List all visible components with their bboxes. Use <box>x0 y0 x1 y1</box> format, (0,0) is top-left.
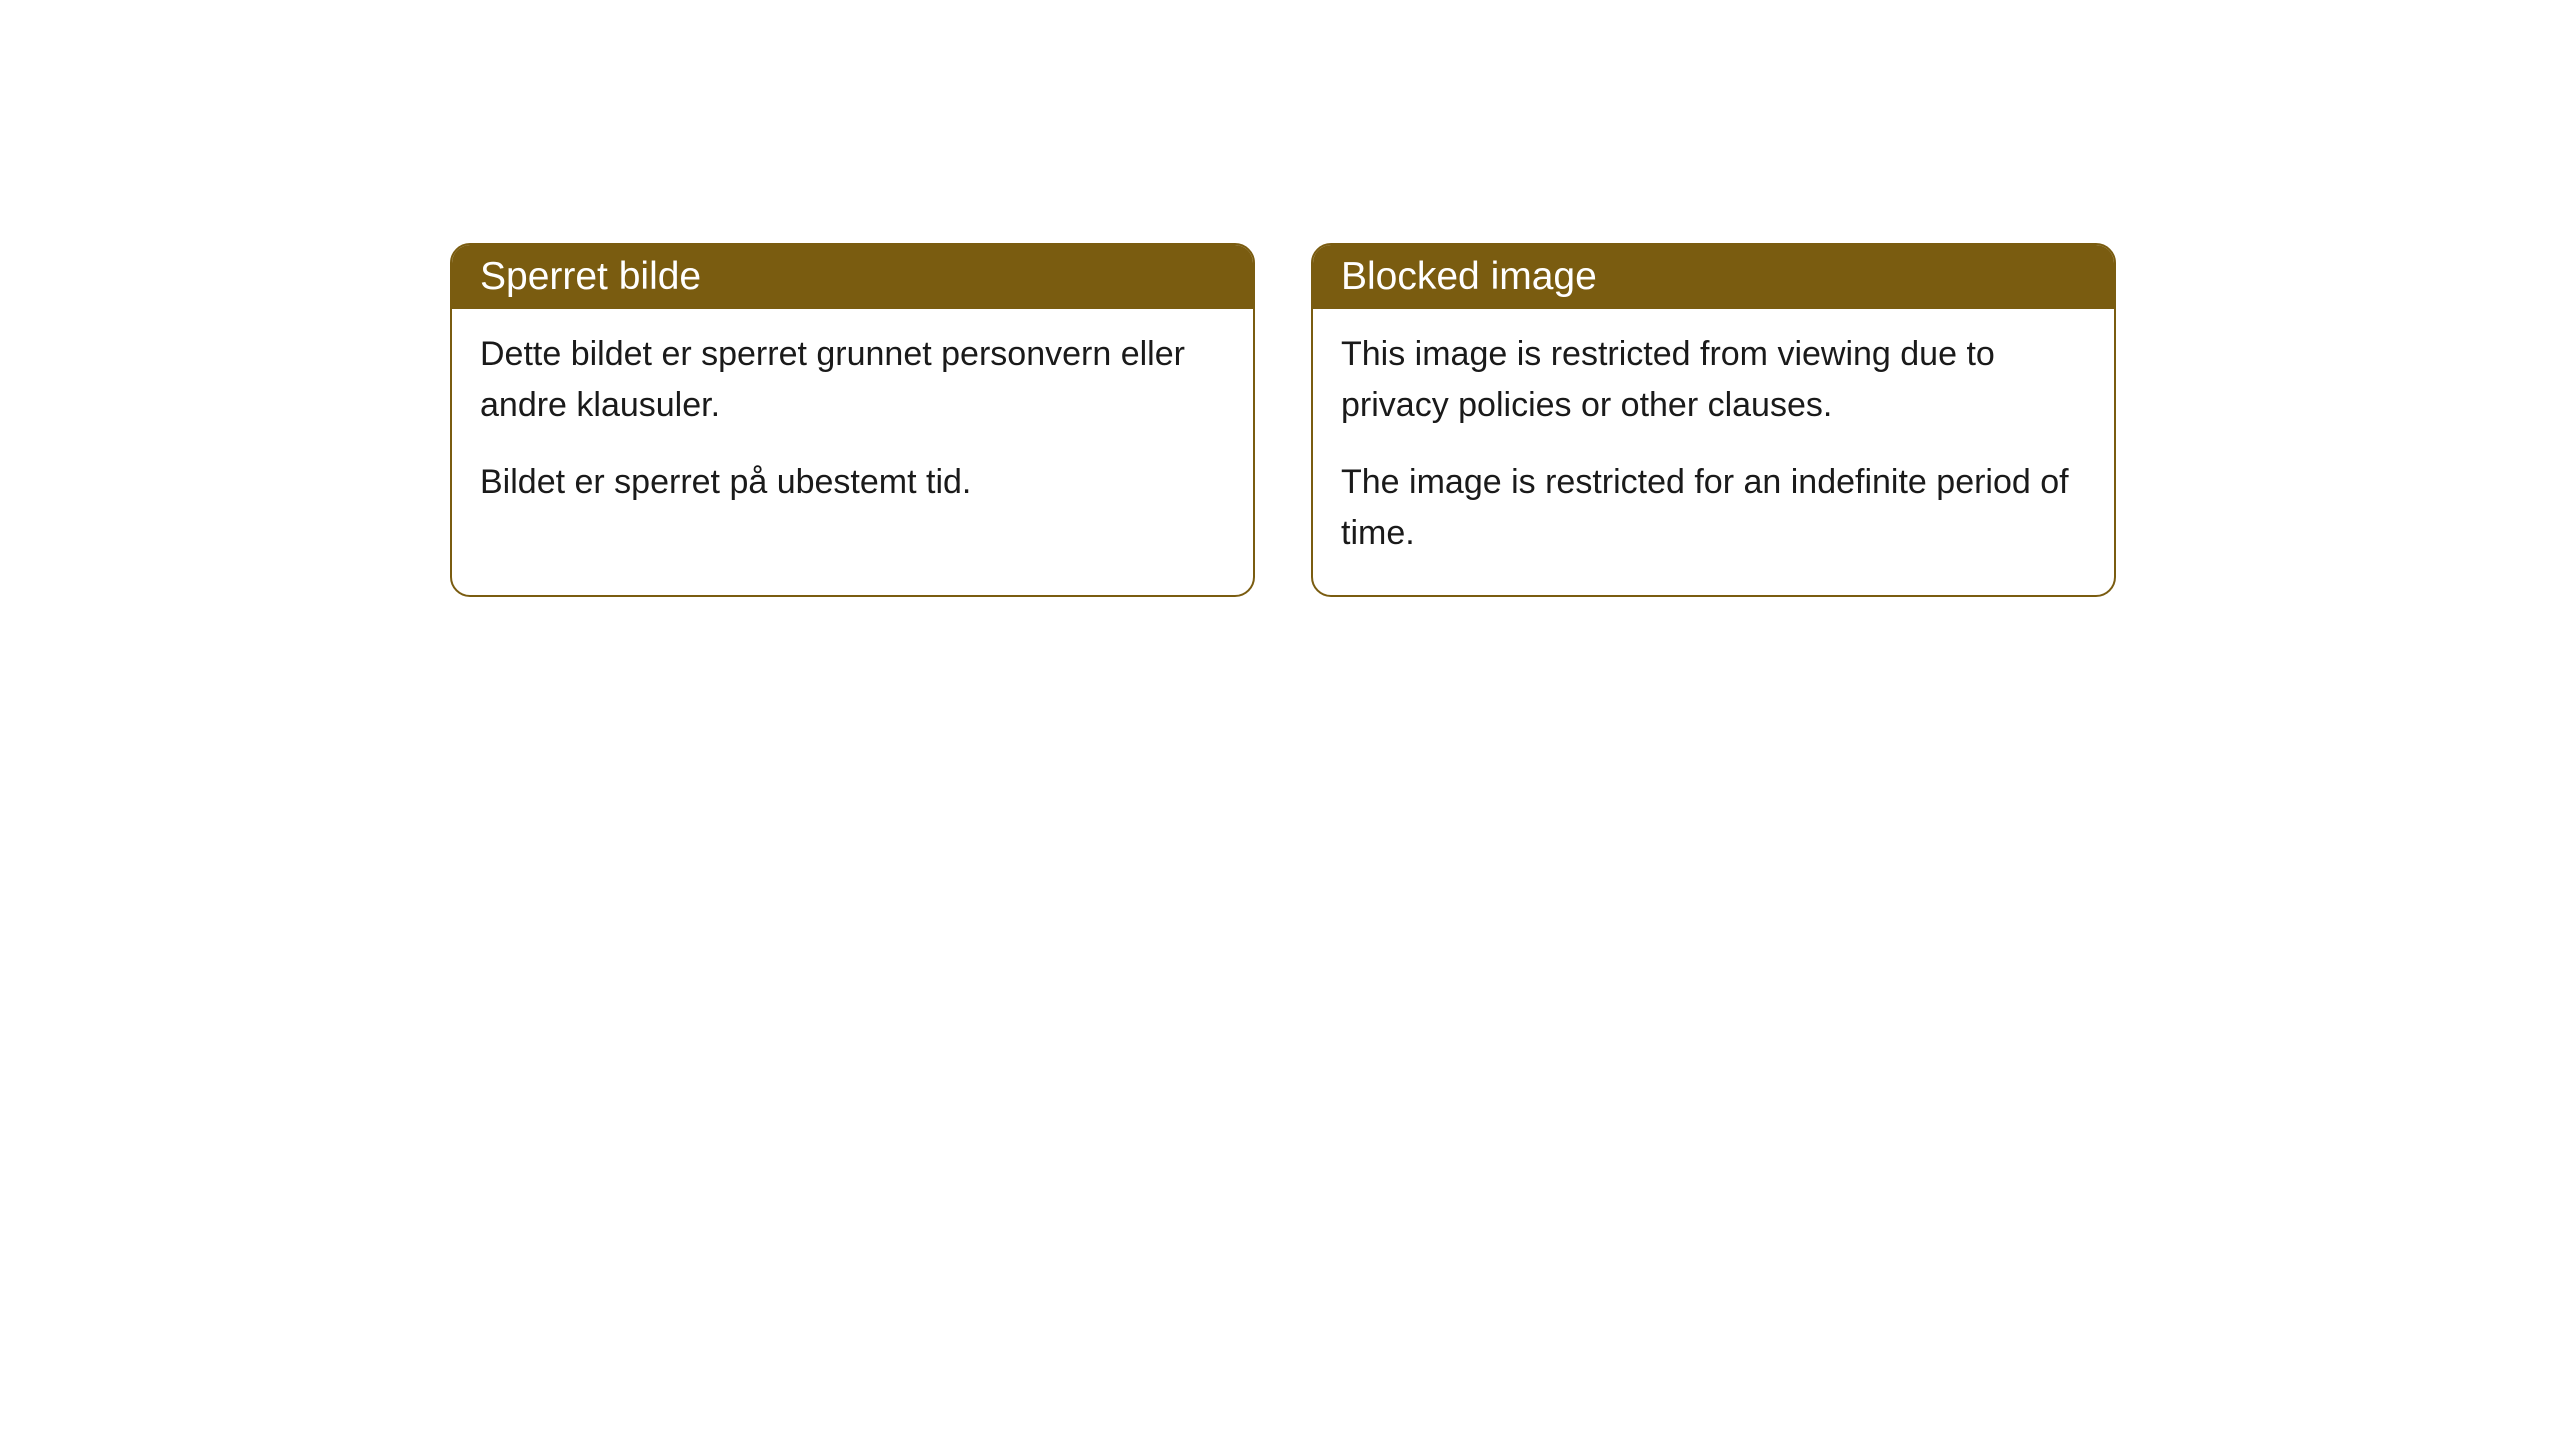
notice-paragraph: Bildet er sperret på ubestemt tid. <box>480 457 1225 508</box>
blocked-image-card-english: Blocked image This image is restricted f… <box>1311 243 2116 597</box>
card-body-norwegian: Dette bildet er sperret grunnet personve… <box>452 309 1253 544</box>
card-header-norwegian: Sperret bilde <box>452 245 1253 309</box>
blocked-image-card-norwegian: Sperret bilde Dette bildet er sperret gr… <box>450 243 1255 597</box>
notice-cards-container: Sperret bilde Dette bildet er sperret gr… <box>450 243 2116 597</box>
notice-paragraph: The image is restricted for an indefinit… <box>1341 457 2086 559</box>
card-title: Sperret bilde <box>480 255 701 298</box>
notice-paragraph: Dette bildet er sperret grunnet personve… <box>480 329 1225 431</box>
card-title: Blocked image <box>1341 255 1597 298</box>
card-body-english: This image is restricted from viewing du… <box>1313 309 2114 595</box>
card-header-english: Blocked image <box>1313 245 2114 309</box>
notice-paragraph: This image is restricted from viewing du… <box>1341 329 2086 431</box>
